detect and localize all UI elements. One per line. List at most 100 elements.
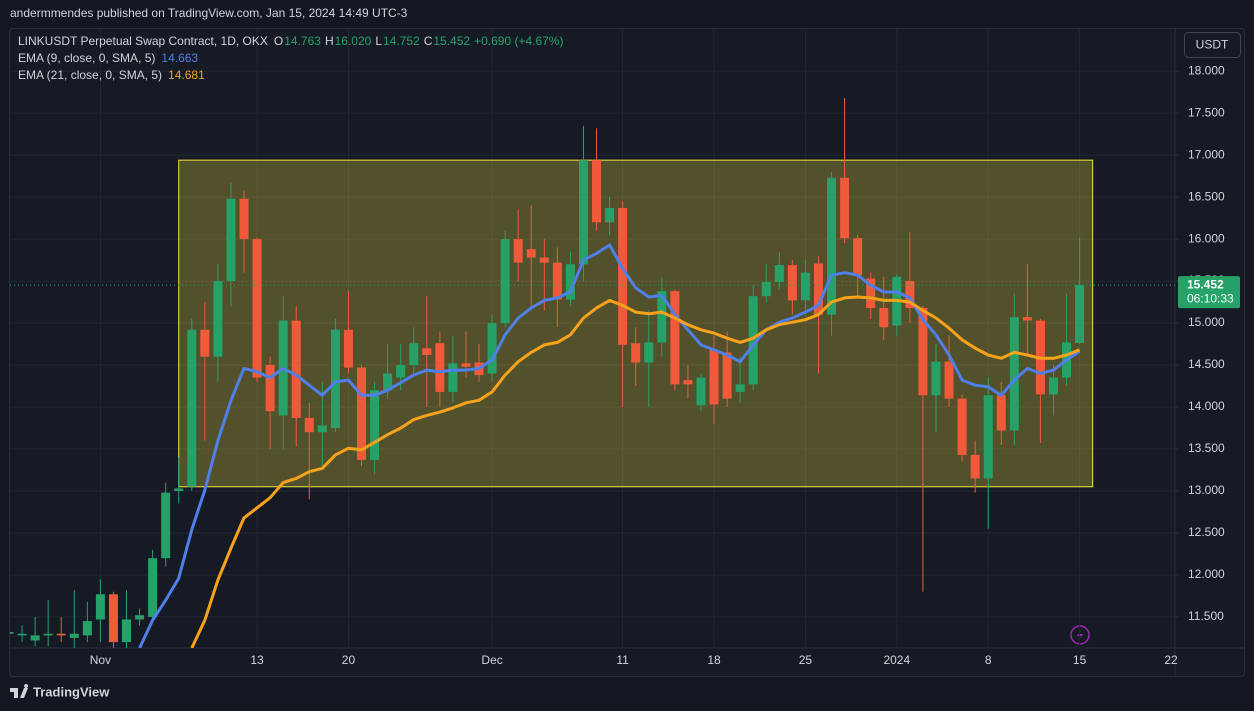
candle-body [396, 365, 406, 378]
candle [200, 302, 210, 441]
candle-body [161, 492, 171, 559]
candle [1009, 293, 1019, 445]
candle-body [970, 454, 980, 479]
candle [827, 171, 837, 336]
candle-body [605, 208, 615, 223]
candle-body [108, 594, 118, 643]
candle [239, 190, 249, 273]
candle [631, 327, 641, 387]
candle [670, 289, 680, 391]
brand: TradingView [10, 684, 110, 699]
x-tick-label: 20 [342, 653, 356, 667]
candle-body [618, 208, 628, 345]
candle [82, 601, 92, 643]
candle-body [761, 281, 771, 297]
candle [513, 209, 523, 282]
candle [252, 237, 262, 382]
candle-body [983, 395, 993, 479]
candle-body [1075, 285, 1085, 343]
candle [722, 331, 732, 408]
candle-body [30, 635, 40, 641]
candle-body [813, 263, 823, 315]
candle-body [800, 272, 810, 301]
candle-body [17, 633, 27, 636]
candle-body [187, 329, 197, 487]
candle [787, 260, 797, 315]
usdt-button-box[interactable] [1184, 32, 1241, 58]
legend-key: C [424, 34, 433, 48]
y-tick-label: 15.000 [1188, 315, 1225, 329]
candle-body [774, 265, 784, 282]
x-tick-label: Dec [481, 653, 502, 667]
candle-body [709, 349, 719, 405]
legend-key: H [325, 34, 334, 48]
candle [526, 205, 536, 307]
candle-body [631, 343, 641, 363]
ema-line [138, 243, 1081, 648]
candle-body [866, 278, 876, 308]
candle-body [644, 342, 654, 363]
candle-body [526, 249, 536, 258]
candle-body [43, 633, 53, 636]
candle-body [370, 390, 380, 460]
candle-body [265, 365, 275, 412]
candle [435, 331, 445, 408]
candle-body [1022, 317, 1032, 321]
candle [343, 291, 353, 374]
y-tick-label: 13.000 [1188, 483, 1225, 497]
candle-body [500, 239, 510, 324]
candle-body [1009, 317, 1019, 431]
candle [409, 327, 419, 374]
legend-series-value: 14.681 [168, 68, 205, 82]
candle-body [827, 177, 837, 315]
candle [422, 296, 432, 408]
candle-body [239, 198, 249, 240]
candle [1075, 237, 1085, 344]
candle [330, 318, 340, 433]
candle-body [383, 373, 393, 391]
legend-value: 14.763 [284, 34, 321, 48]
candle [1048, 365, 1058, 416]
candle-body [252, 239, 262, 378]
candle [148, 549, 158, 622]
candle-body [226, 198, 236, 282]
candle-body [539, 257, 549, 263]
candle-body [552, 262, 562, 300]
candle-body [291, 320, 301, 418]
candle [774, 251, 784, 290]
candle-body [670, 291, 680, 385]
candle [683, 365, 693, 399]
candle-body [213, 281, 223, 357]
candle [970, 440, 980, 493]
chart-panel [9, 28, 1245, 677]
candle [552, 247, 562, 328]
candle-body [657, 291, 667, 343]
y-tick-label: 18.000 [1188, 63, 1225, 77]
candle [879, 276, 889, 340]
candle-body [135, 615, 145, 620]
legend-title: LINKUSDT Perpetual Swap Contract, 1D, OK… [18, 34, 268, 48]
candle [696, 373, 706, 412]
candle [905, 232, 915, 324]
candle-body [409, 343, 419, 366]
legend-key: L [375, 34, 382, 48]
candle [592, 128, 602, 231]
candle [866, 272, 876, 319]
legend-value: 16.020 [335, 34, 372, 48]
candle-body [200, 329, 210, 357]
candle-body [122, 619, 132, 643]
candle-body [487, 323, 497, 374]
candle-body [957, 398, 967, 455]
y-tick-label: 14.500 [1188, 357, 1225, 371]
plot-area [10, 98, 1094, 648]
usdt-button[interactable]: USDT [1184, 32, 1241, 58]
brand-logo [10, 684, 29, 698]
x-tick-label: 11 [616, 653, 629, 667]
candle-body [787, 265, 797, 301]
candle [500, 230, 510, 328]
currency-label[interactable]: USDT [1196, 38, 1229, 52]
candle-body [722, 352, 732, 399]
candle [735, 356, 745, 403]
x-tick-label: 8 [985, 653, 992, 667]
